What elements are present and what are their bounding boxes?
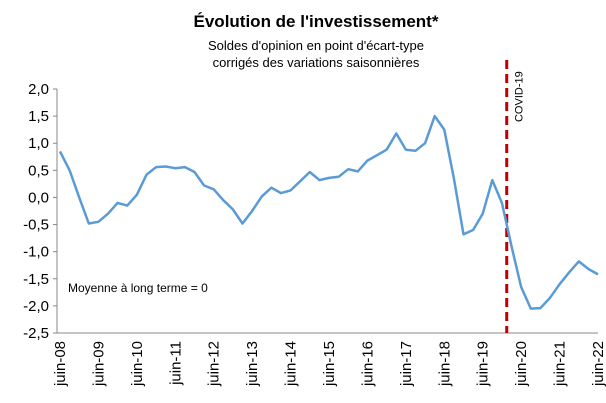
x-tick-label: juin-20 xyxy=(513,341,530,387)
y-tick-label: 0,0 xyxy=(28,189,49,206)
y-tick-label: 1,0 xyxy=(28,135,49,152)
x-tick-label: juin-14 xyxy=(283,341,300,387)
y-tick-label: 1,5 xyxy=(28,108,49,125)
x-tick-label: juin-18 xyxy=(436,341,453,387)
x-tick-label: juin-13 xyxy=(244,341,261,387)
x-tick-label: juin-16 xyxy=(359,341,376,387)
x-tick-label: juin-19 xyxy=(475,341,492,387)
chart-subtitle: corrigés des variations saisonnières xyxy=(213,55,420,70)
y-tick-label: 2,0 xyxy=(28,81,49,98)
x-tick-label: juin-10 xyxy=(129,341,146,387)
annotation: Moyenne à long terme = 0 xyxy=(68,281,208,295)
y-tick-label: -1,5 xyxy=(23,271,49,288)
y-tick-label: -0,5 xyxy=(23,217,49,234)
event-label: COVID-19 xyxy=(514,71,526,122)
x-tick-label: juin-09 xyxy=(90,341,107,387)
x-tick-label: juin-08 xyxy=(52,341,69,387)
series-line xyxy=(58,114,599,310)
chart-subtitle: Soldes d'opinion en point d'écart-type xyxy=(208,38,424,53)
x-tick-label: juin-17 xyxy=(398,341,415,387)
x-tick-label: juin-15 xyxy=(321,341,338,387)
x-tick-label: juin-11 xyxy=(167,341,184,386)
y-tick-label: -1,0 xyxy=(23,244,49,261)
x-tick-label: juin-12 xyxy=(206,341,223,387)
x-tick-label: juin-22 xyxy=(590,341,606,387)
y-tick-label: 0,5 xyxy=(28,162,49,179)
y-tick-label: -2,0 xyxy=(23,298,49,315)
x-tick-label: juin-21 xyxy=(552,341,569,387)
y-tick-label: -2,5 xyxy=(23,325,49,342)
chart-title: Évolution de l'investissement* xyxy=(194,12,439,31)
